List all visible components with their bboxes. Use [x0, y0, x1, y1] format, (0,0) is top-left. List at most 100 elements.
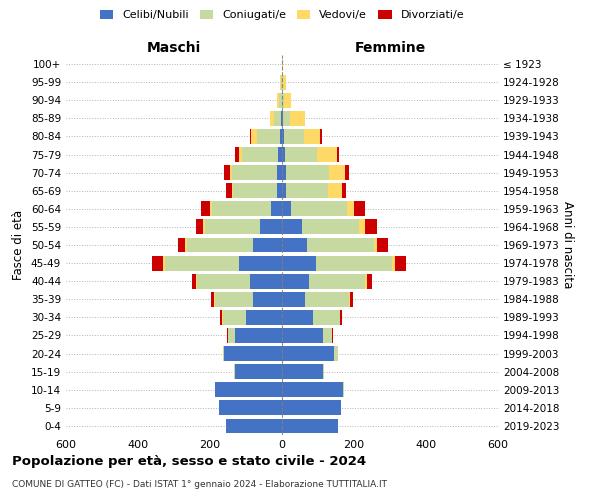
- Bar: [230, 165, 232, 180]
- Legend: Celibi/Nubili, Coniugati/e, Vedovi/e, Divorziati/e: Celibi/Nubili, Coniugati/e, Vedovi/e, Di…: [95, 6, 469, 25]
- Bar: [212, 202, 271, 216]
- Bar: [282, 74, 283, 90]
- Bar: [215, 292, 253, 306]
- Bar: [283, 74, 286, 90]
- Bar: [260, 220, 282, 234]
- Bar: [250, 274, 282, 288]
- Bar: [359, 220, 365, 234]
- Bar: [205, 220, 260, 234]
- Text: Maschi: Maschi: [147, 41, 201, 55]
- Bar: [223, 310, 246, 325]
- Bar: [163, 256, 165, 270]
- Bar: [317, 147, 337, 162]
- Bar: [280, 74, 281, 90]
- Bar: [239, 256, 282, 270]
- Bar: [253, 292, 282, 306]
- Bar: [274, 111, 281, 126]
- Bar: [282, 382, 343, 397]
- Bar: [286, 165, 329, 180]
- Bar: [282, 184, 286, 198]
- Bar: [222, 310, 223, 325]
- Bar: [282, 202, 291, 216]
- Bar: [313, 310, 340, 325]
- Bar: [196, 274, 197, 288]
- Bar: [185, 238, 187, 252]
- Bar: [282, 56, 283, 72]
- Bar: [285, 147, 317, 162]
- Bar: [282, 364, 323, 379]
- Bar: [342, 184, 346, 198]
- Bar: [367, 274, 372, 288]
- Text: Popolazione per età, sesso e stato civile - 2024: Popolazione per età, sesso e stato civil…: [12, 455, 366, 468]
- Bar: [282, 165, 286, 180]
- Bar: [196, 220, 203, 234]
- Bar: [291, 202, 347, 216]
- Bar: [281, 74, 282, 90]
- Bar: [228, 328, 235, 343]
- Bar: [277, 93, 279, 108]
- Bar: [232, 184, 233, 198]
- Bar: [226, 184, 232, 198]
- Bar: [282, 328, 323, 343]
- Bar: [214, 292, 215, 306]
- Bar: [377, 238, 388, 252]
- Text: Femmine: Femmine: [355, 41, 425, 55]
- Bar: [233, 184, 277, 198]
- Y-axis label: Fasce di età: Fasce di età: [13, 210, 25, 280]
- Bar: [246, 310, 282, 325]
- Bar: [279, 93, 282, 108]
- Bar: [227, 328, 228, 343]
- Bar: [309, 274, 365, 288]
- Bar: [220, 310, 222, 325]
- Bar: [365, 274, 367, 288]
- Bar: [290, 111, 305, 126]
- Bar: [187, 238, 253, 252]
- Bar: [334, 346, 338, 361]
- Bar: [345, 165, 349, 180]
- Bar: [282, 418, 338, 434]
- Bar: [223, 346, 224, 361]
- Bar: [282, 238, 307, 252]
- Bar: [192, 274, 196, 288]
- Bar: [197, 274, 250, 288]
- Bar: [307, 238, 374, 252]
- Bar: [340, 310, 342, 325]
- Bar: [239, 147, 242, 162]
- Bar: [282, 147, 285, 162]
- Bar: [242, 147, 278, 162]
- Bar: [282, 129, 284, 144]
- Bar: [250, 129, 251, 144]
- Bar: [282, 400, 341, 415]
- Bar: [201, 202, 210, 216]
- Bar: [281, 111, 282, 126]
- Y-axis label: Anni di nascita: Anni di nascita: [560, 202, 574, 288]
- Bar: [337, 147, 339, 162]
- Bar: [271, 202, 282, 216]
- Bar: [282, 292, 305, 306]
- Bar: [286, 184, 328, 198]
- Bar: [253, 238, 282, 252]
- Bar: [277, 165, 282, 180]
- Bar: [284, 93, 291, 108]
- Bar: [215, 382, 282, 397]
- Bar: [282, 274, 309, 288]
- Bar: [282, 220, 302, 234]
- Bar: [328, 184, 342, 198]
- Bar: [277, 184, 282, 198]
- Bar: [320, 129, 322, 144]
- Bar: [210, 202, 212, 216]
- Bar: [302, 220, 359, 234]
- Bar: [219, 400, 282, 415]
- Bar: [282, 256, 316, 270]
- Bar: [251, 129, 257, 144]
- Bar: [349, 292, 350, 306]
- Bar: [235, 328, 282, 343]
- Bar: [392, 256, 395, 270]
- Bar: [329, 165, 345, 180]
- Bar: [178, 238, 185, 252]
- Bar: [232, 165, 277, 180]
- Bar: [284, 129, 304, 144]
- Bar: [323, 364, 325, 379]
- Bar: [280, 129, 282, 144]
- Bar: [365, 220, 377, 234]
